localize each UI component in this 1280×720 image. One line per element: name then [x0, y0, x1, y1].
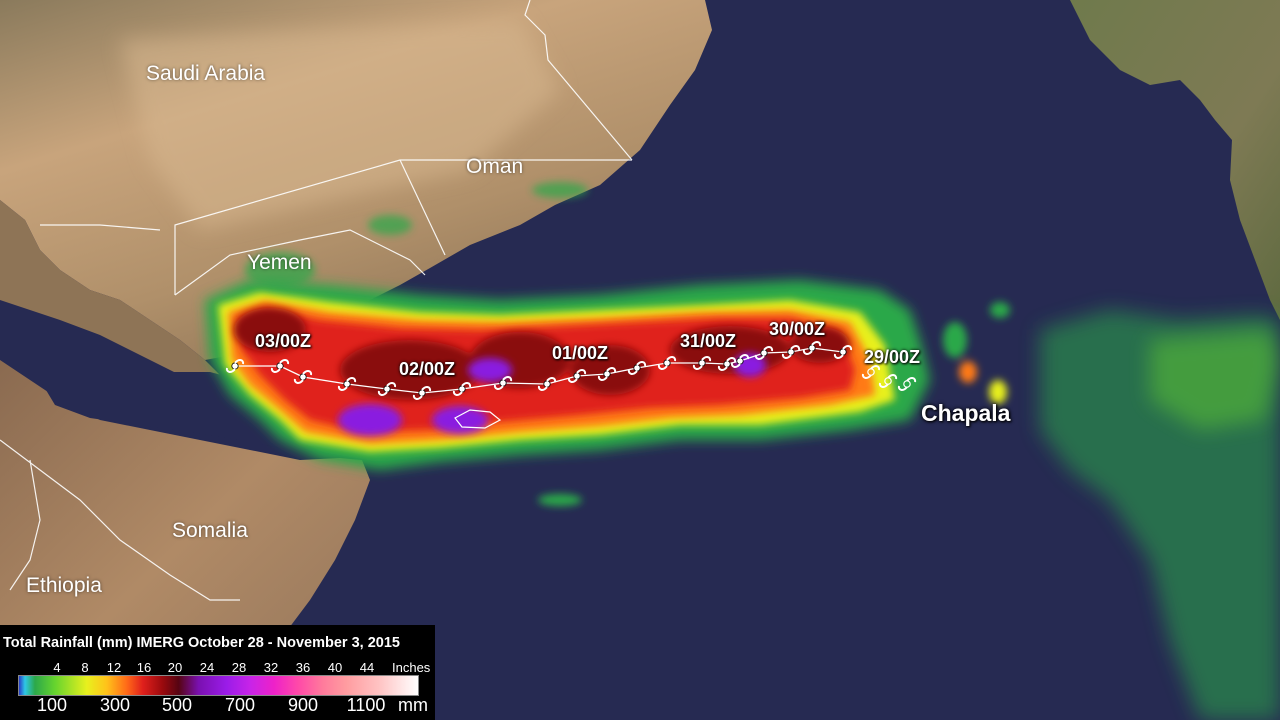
inch-tick-label: 44 [359, 660, 375, 675]
inch-tick-label: 8 [81, 660, 89, 675]
desert-interior [120, 20, 560, 230]
cyclone-icon [802, 341, 822, 355]
india-coast [1070, 0, 1280, 320]
storm-track-line [235, 347, 844, 394]
inches-unit-label: Inches [392, 660, 431, 675]
cyclone-icon [730, 354, 750, 368]
mm-tick-label: 500 [161, 695, 193, 715]
inch-tick-label: 40 [327, 660, 343, 675]
inch-tick-label: 4 [53, 660, 61, 675]
storm-track-symbols [225, 341, 917, 400]
cyclone-icon [493, 376, 513, 390]
track-time-label: 03/00Z [255, 331, 312, 351]
track-time-label: 01/00Z [552, 343, 609, 363]
cyclone-icon [567, 369, 587, 383]
inch-tick-label: 28 [231, 660, 247, 675]
cyclone-icon [878, 374, 898, 388]
rainfall-legend: Total Rainfall (mm) IMERG October 28 - N… [0, 625, 435, 720]
inch-tick-label: 24 [199, 660, 215, 675]
country-label-yemen: Yemen [247, 251, 312, 274]
track-time-label: 30/00Z [769, 319, 826, 339]
cyclone-icon [597, 367, 617, 381]
track-time-label: 02/00Z [399, 359, 456, 379]
cyclone-icon [692, 356, 712, 370]
inch-tick-label: 20 [167, 660, 183, 675]
country-borders [0, 0, 633, 601]
rainfall-colorbar [18, 675, 419, 696]
cyclone-icon [270, 359, 290, 373]
country-label-saudi-arabia: Saudi Arabia [146, 62, 266, 85]
cyclone-icon [537, 377, 557, 391]
track-time-label: 31/00Z [680, 331, 737, 351]
legend-title: Total Rainfall (mm) IMERG October 28 - N… [3, 635, 400, 651]
inch-tick-label: 32 [263, 660, 279, 675]
cyclone-icon [293, 370, 313, 384]
cyclone-icon [754, 346, 774, 360]
track-time-label: 29/00Z [864, 347, 921, 367]
cyclone-icon [452, 382, 472, 396]
cyclone-icon [377, 382, 397, 396]
cyclone-icon [337, 377, 357, 391]
storm-name-label: Chapala [921, 400, 1011, 426]
country-label-ethiopia: Ethiopia [26, 574, 102, 597]
mm-tick-label: 300 [99, 695, 131, 715]
cyclone-icon [897, 377, 917, 391]
mm-tick-label: 1100 [346, 695, 386, 715]
cyclone-icon [833, 345, 853, 359]
cyclone-icon [627, 361, 647, 375]
country-label-oman: Oman [466, 155, 524, 178]
cyclone-icon [657, 356, 677, 370]
inch-tick-label: 12 [106, 660, 122, 675]
rainfall-swath [205, 182, 1280, 720]
cyclone-icon [225, 359, 245, 373]
cyclone-icon [861, 365, 881, 379]
mm-unit-label: mm [398, 695, 428, 715]
inch-tick-label: 36 [295, 660, 311, 675]
cyclone-icon [412, 386, 432, 400]
mm-tick-label: 100 [36, 695, 68, 715]
inch-tick-label: 16 [136, 660, 152, 675]
mm-tick-label: 900 [287, 695, 319, 715]
mm-tick-label: 700 [224, 695, 256, 715]
cyclone-icon [781, 345, 801, 359]
cyclone-icon [717, 357, 737, 371]
arabia-west-coast [0, 200, 225, 380]
country-label-somalia: Somalia [172, 519, 248, 542]
